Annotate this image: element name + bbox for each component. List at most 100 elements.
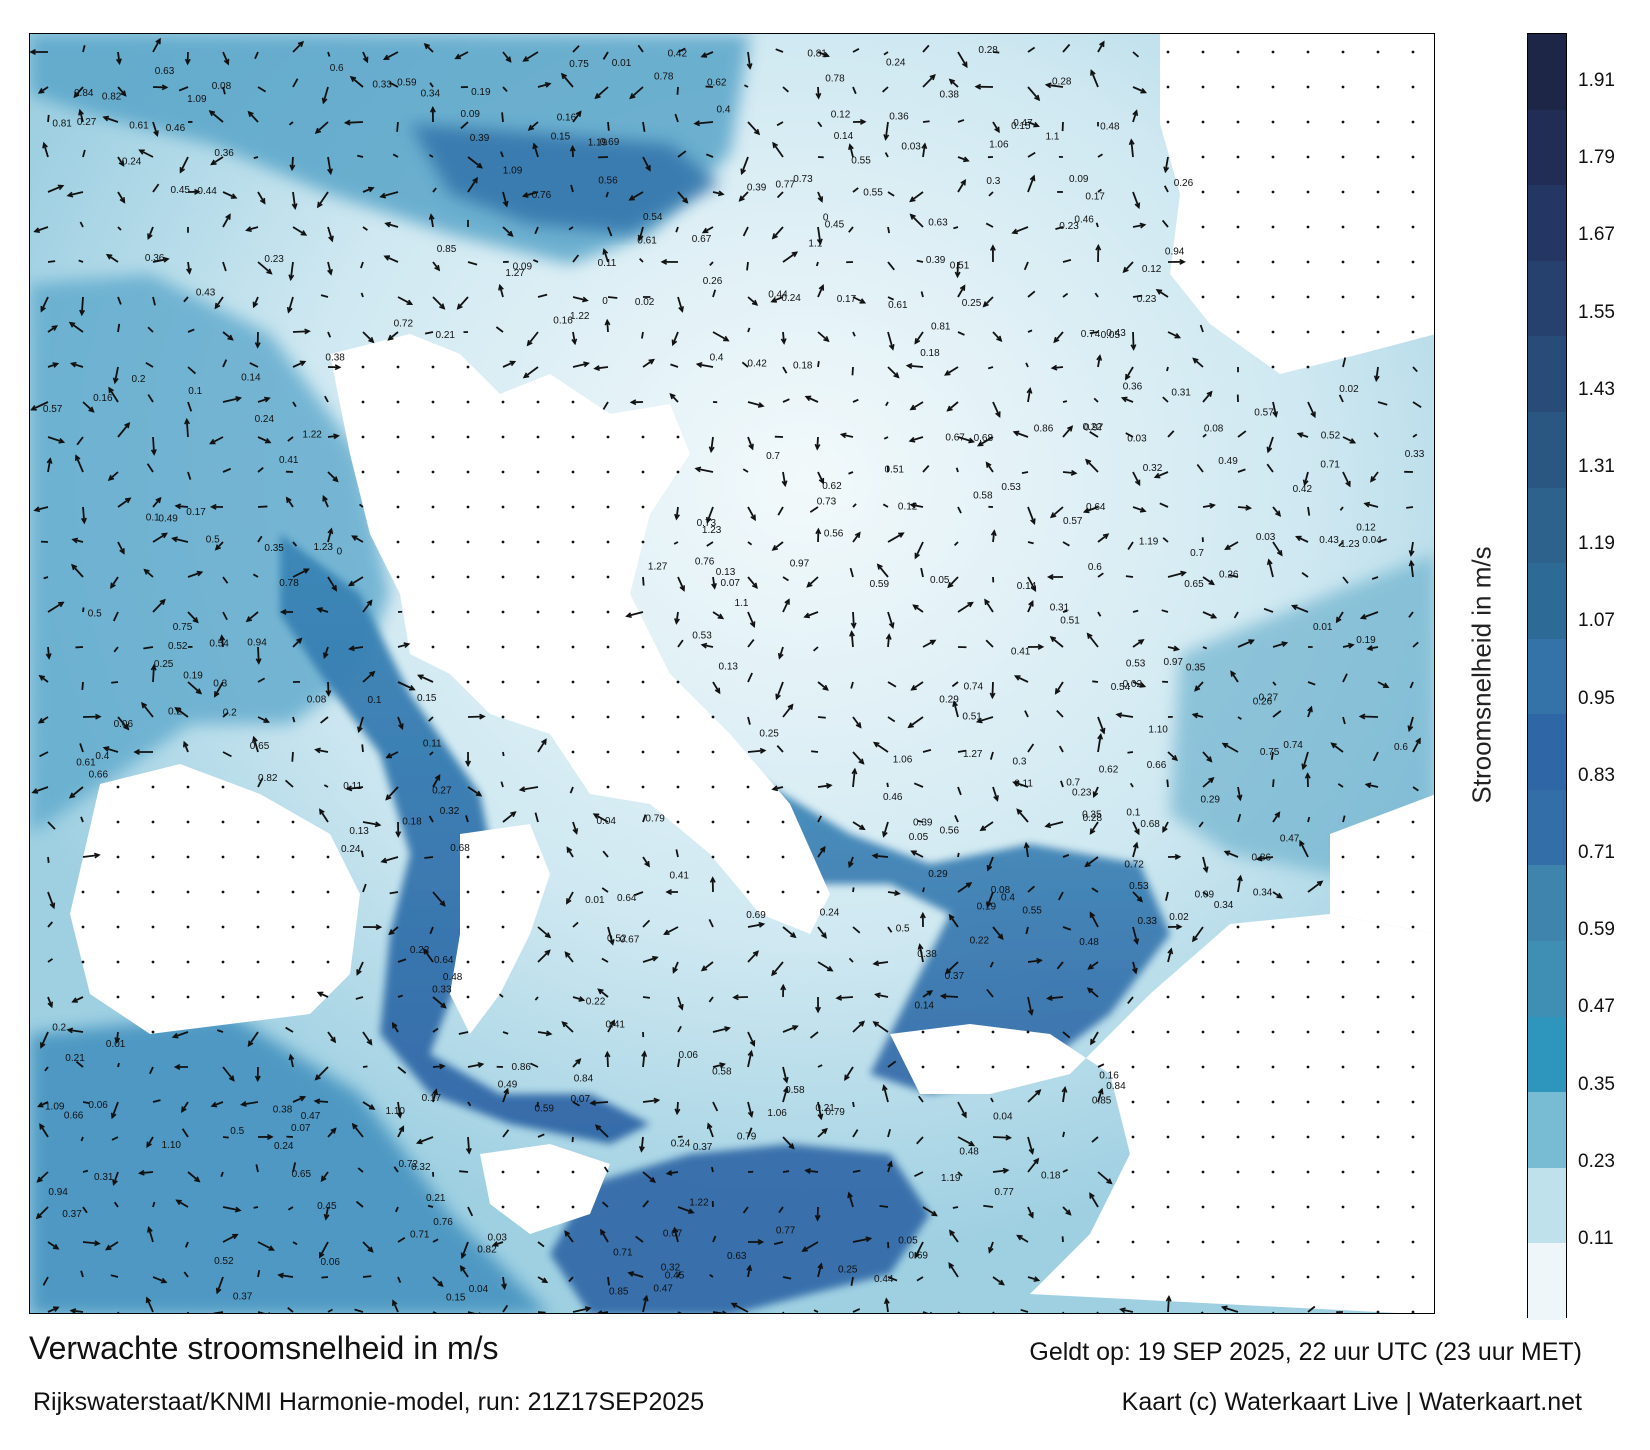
current-arrowhead — [887, 1160, 893, 1168]
current-arrow — [572, 296, 588, 302]
speed-label: 0.25 — [838, 1265, 858, 1276]
grid-dot — [1376, 295, 1380, 299]
current-arrow — [152, 38, 161, 53]
current-arrowhead — [143, 568, 150, 575]
speed-label: 0.65 — [292, 1169, 312, 1180]
current-arrow — [572, 362, 589, 368]
speed-label: 0.26 — [1219, 570, 1239, 581]
current-arrowhead — [859, 298, 867, 304]
current-arrowhead — [990, 529, 997, 537]
speed-label: 0.18 — [920, 348, 940, 359]
speed-label: 1.10 — [1148, 724, 1168, 735]
current-arrow — [909, 436, 924, 442]
current-arrow — [1408, 716, 1414, 731]
current-arrowhead — [460, 1252, 467, 1260]
current-arrow — [775, 681, 784, 699]
current-arrowhead — [814, 443, 821, 451]
current-arrow — [677, 1058, 681, 1068]
grid-dot — [1271, 190, 1275, 194]
speed-label: 0.74 — [964, 682, 984, 693]
current-arrowhead — [1139, 507, 1147, 513]
current-arrowhead — [1407, 725, 1414, 733]
map-canvas[interactable]: 0.190.20.170.320.150.110.140.180.250.210… — [30, 34, 1435, 1314]
current-arrowhead — [1310, 411, 1316, 419]
current-arrow — [955, 467, 959, 473]
current-arrowhead — [804, 1168, 811, 1174]
current-arrow — [954, 815, 959, 823]
current-arrow — [1202, 777, 1214, 788]
speed-label: 0.64 — [617, 893, 637, 904]
current-arrow — [82, 1241, 100, 1245]
current-arrowhead — [1002, 1167, 1010, 1174]
current-arrow — [1372, 751, 1379, 762]
current-arrow — [884, 152, 889, 158]
current-arrow — [642, 156, 651, 171]
current-arrowhead — [1139, 682, 1147, 688]
current-arrow — [429, 82, 434, 88]
speed-label: 0.44 — [768, 289, 788, 300]
current-arrowhead — [1028, 1212, 1034, 1219]
grid-dot — [466, 400, 470, 404]
current-arrow — [1412, 366, 1418, 373]
current-arrow — [424, 43, 434, 53]
grid-dot — [1271, 85, 1275, 89]
speed-label: 0.08 — [212, 81, 232, 92]
current-arrowhead — [173, 1064, 181, 1070]
current-arrow — [701, 51, 714, 58]
current-arrowhead — [855, 722, 862, 729]
current-arrowhead — [1174, 853, 1182, 860]
current-arrow — [1013, 781, 1029, 788]
current-arrowhead — [71, 563, 78, 571]
grid-dot — [676, 785, 680, 789]
current-arrow — [672, 331, 679, 345]
current-arrow — [327, 51, 331, 57]
current-arrowhead — [479, 713, 486, 720]
current-arrow — [1091, 887, 1099, 893]
speed-label: 0.14 — [915, 1000, 935, 1011]
current-arrow — [916, 259, 924, 263]
grid-dot — [1411, 295, 1415, 299]
current-arrow — [176, 505, 189, 508]
current-arrowhead — [642, 1294, 649, 1302]
current-arrow — [852, 1237, 871, 1243]
speed-label: 0.46 — [883, 792, 903, 803]
current-arrowhead — [53, 1306, 60, 1312]
current-arrowhead — [210, 503, 217, 510]
speed-label: 0.56 — [598, 176, 618, 187]
current-speed-map[interactable]: 0.19 0.2 0.17 0.32 0.15 0.11 0.14 0.18 0.25 0.21 0… — [29, 33, 1435, 1314]
speed-label: 0.85 — [1092, 1096, 1112, 1107]
current-arrow — [572, 254, 580, 263]
current-arrow — [1062, 609, 1068, 613]
speed-label: 0.44 — [197, 186, 217, 197]
grid-dot — [1376, 50, 1380, 54]
current-arrowhead — [578, 996, 586, 1002]
current-arrowhead — [711, 583, 717, 590]
current-arrow — [152, 436, 156, 455]
colorbar-tick: 0.47 — [1578, 996, 1615, 1018]
current-arrow — [47, 601, 64, 613]
grid-dot — [361, 400, 365, 404]
current-arrowhead — [1349, 438, 1357, 444]
current-arrow — [642, 956, 658, 963]
current-arrow — [80, 1136, 84, 1142]
grid-dot — [1376, 225, 1380, 229]
grid-dot — [431, 505, 435, 509]
current-arrowhead — [1364, 782, 1372, 789]
current-arrow — [739, 191, 749, 202]
current-arrow — [1230, 671, 1239, 683]
current-arrow — [778, 1206, 784, 1214]
speed-label: 0.16 — [1099, 1071, 1119, 1082]
current-arrowhead — [883, 1297, 890, 1305]
current-arrow — [257, 535, 263, 543]
speed-label: 0.15 — [551, 132, 571, 143]
current-arrow — [957, 1136, 974, 1147]
current-arrow — [152, 121, 159, 136]
current-arrow — [1163, 185, 1169, 193]
grid-dot — [536, 855, 540, 859]
grid-dot — [396, 435, 400, 439]
current-arrow — [178, 86, 189, 92]
grid-dot — [81, 960, 85, 964]
current-arrow — [672, 961, 679, 973]
current-arrow — [782, 704, 794, 718]
current-arrowhead — [1295, 535, 1302, 542]
